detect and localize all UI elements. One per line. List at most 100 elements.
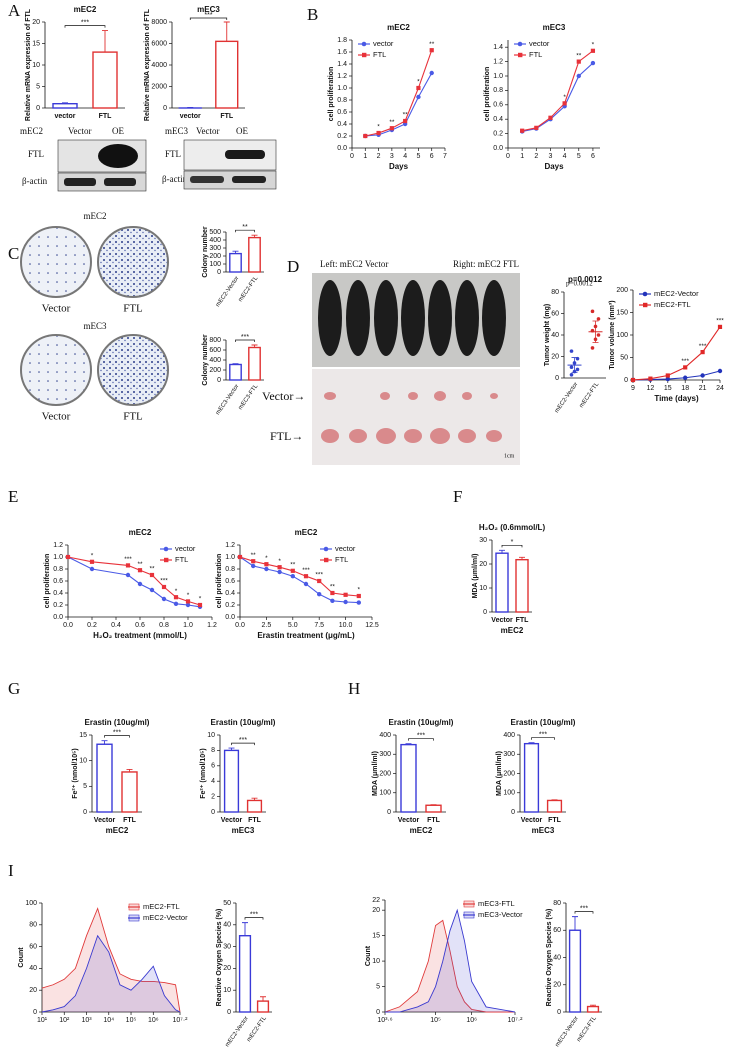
x-tick-label: FTL: [220, 113, 234, 120]
x-axis-label: Time (days): [654, 394, 699, 403]
x-tick-label: 10.0: [339, 622, 353, 629]
y-tick-label: 400: [209, 357, 221, 364]
y-tick-label: 0.2: [493, 130, 503, 137]
y-tick-label: 0.8: [53, 566, 63, 573]
y-tick-label: 6: [211, 763, 215, 770]
legend-label: vector: [529, 39, 550, 48]
y-tick-label: 100: [25, 900, 37, 907]
significance: ***: [113, 729, 121, 736]
bar: [426, 805, 441, 812]
y-tick-label: 20: [479, 561, 487, 568]
legend-swatch: [362, 53, 366, 57]
error-bar: [224, 22, 230, 41]
y-axis-label: Tumor volume (mm³): [609, 300, 616, 369]
y-axis-label: Colony number: [202, 334, 209, 386]
bar: [230, 365, 241, 381]
x-tick-label: 10³·⁶: [377, 1017, 392, 1024]
marker: [90, 567, 94, 571]
plate: [98, 227, 168, 297]
y-axis-label: MDA (μml/ml): [496, 751, 503, 796]
y-axis-label: Fe²⁺ (nmol/10⁵): [72, 748, 79, 799]
y-tick-label: 100: [503, 790, 515, 797]
significance: ***: [716, 318, 724, 325]
x-tick-label: 0.4: [111, 622, 121, 629]
marker: [430, 48, 434, 52]
plate-label: FTL: [123, 411, 143, 423]
x-tick-label: 0.0: [235, 622, 245, 629]
y-tick-label: 0.2: [337, 133, 347, 140]
x-tick-label: 7: [443, 153, 447, 160]
marker: [357, 594, 361, 598]
marker: [162, 597, 166, 601]
x-axis-label: H₂O₂ treatment (mmol/L): [93, 631, 187, 640]
marker: [90, 560, 94, 564]
marker: [718, 325, 722, 329]
y-axis-label: Count: [365, 945, 372, 966]
marker: [363, 134, 367, 138]
y-tick-label: 100: [379, 790, 391, 797]
legend-swatch: [643, 292, 648, 297]
marker: [251, 559, 255, 563]
y-tick-label: 10: [79, 758, 87, 765]
y-tick-label: 60: [551, 310, 559, 317]
chart-title: mEC2: [387, 23, 410, 32]
chart-title: mEC2: [129, 528, 152, 537]
y-tick-label: 1.2: [53, 542, 63, 549]
y-tick-label: 10: [372, 958, 380, 965]
significance: ***: [315, 572, 323, 579]
marker: [174, 595, 178, 599]
y-tick-label: 800: [209, 337, 221, 344]
photo: [312, 369, 520, 465]
x-tick-label: 2: [377, 153, 381, 160]
marker: [126, 563, 130, 567]
y-tick-label: 80: [553, 900, 561, 907]
y-tick-label: 0.6: [493, 102, 503, 109]
y-tick-label: 0: [227, 1009, 231, 1016]
significance: ***: [250, 911, 258, 918]
line: [522, 63, 593, 131]
plate-label: mEC2: [83, 211, 106, 221]
x-tick-label: FTL: [427, 817, 441, 824]
significance: **: [149, 566, 155, 573]
legend-label: mEC2-FTL: [143, 902, 180, 911]
significance: **: [242, 224, 248, 231]
y-tick-label: 20: [551, 353, 559, 360]
y-tick-label: 80: [551, 289, 559, 296]
blot-label: FTL: [165, 149, 181, 159]
marker: [150, 573, 154, 577]
blot-label: OE: [112, 126, 124, 136]
x-tick-label: 3: [549, 153, 553, 160]
x-tick-label: 5: [416, 153, 420, 160]
y-axis-label: MDA (μml/ml): [472, 554, 479, 599]
marker: [416, 95, 420, 99]
significance: *: [91, 553, 94, 560]
panel-label: F: [453, 487, 462, 506]
x-tick-label: mEC3-Vector: [555, 1016, 580, 1048]
x-axis-label: mEC3: [232, 826, 255, 835]
x-tick-label: 4: [563, 153, 567, 160]
legend-label: mEC2-FTL: [654, 300, 691, 309]
y-tick-label: 0.6: [53, 578, 63, 585]
chart-title: Erastin (10ug/ml): [511, 718, 576, 727]
y-axis-label: Fe²⁺ (nmol/10⁵): [200, 748, 207, 799]
x-tick-label: 10⁶: [148, 1017, 159, 1024]
y-tick-label: 400: [209, 237, 221, 244]
significance: **: [403, 112, 409, 119]
line: [365, 73, 431, 136]
x-tick-label: 6: [430, 153, 434, 160]
x-tick-label: 10⁷·²: [173, 1017, 189, 1024]
y-tick-label: 0: [624, 377, 628, 384]
y-tick-label: 20: [32, 19, 40, 26]
x-tick-label: Vector: [491, 617, 513, 624]
chart-title: mEC2: [295, 528, 318, 537]
x-tick-label: 0: [506, 153, 510, 160]
significance: ***: [241, 334, 249, 341]
x-tick-label: 0.0: [63, 622, 73, 629]
chart-title: H₂O₂ (0.6mmol/L): [479, 523, 546, 532]
